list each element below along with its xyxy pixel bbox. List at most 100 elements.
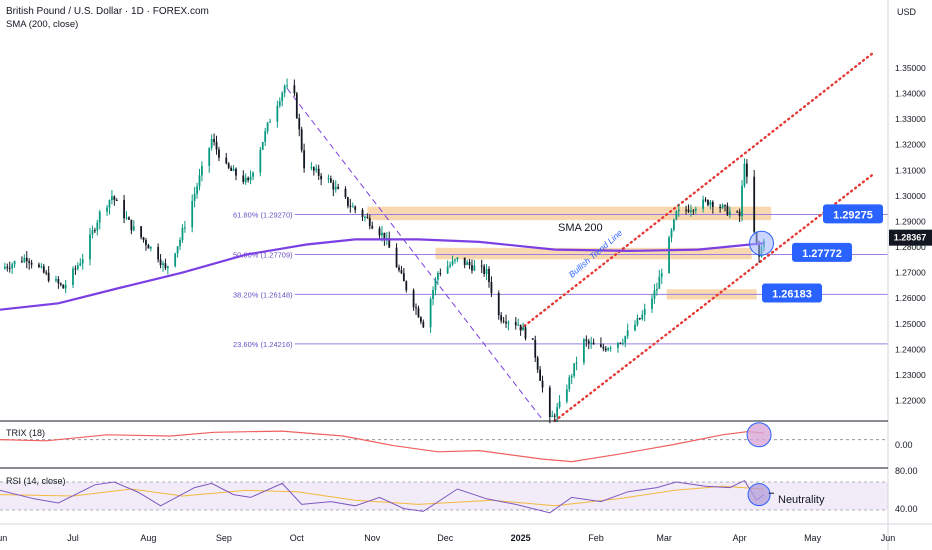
- candle-body: [673, 219, 675, 230]
- candle-body: [707, 200, 709, 206]
- candle-body: [668, 237, 670, 274]
- candle-body: [485, 268, 488, 274]
- candle-body: [719, 206, 722, 209]
- candle-body: [548, 387, 551, 417]
- trix-title: TRIX (18): [6, 428, 45, 438]
- candle-body: [449, 264, 451, 267]
- candle-body: [483, 266, 486, 274]
- candle-body: [690, 210, 692, 212]
- candle-body: [47, 272, 50, 281]
- candle-body: [371, 225, 374, 229]
- candle-body: [210, 139, 213, 148]
- candle-body: [585, 339, 588, 341]
- candle-body: [11, 264, 14, 269]
- candle-body: [609, 347, 612, 349]
- candle-body: [395, 247, 398, 268]
- candle-body: [23, 257, 26, 262]
- candle-body: [8, 267, 11, 269]
- candle-body: [381, 232, 383, 236]
- candle-body: [480, 265, 483, 267]
- trix-zero-tick: 0.00: [895, 440, 913, 450]
- candle-body: [13, 261, 16, 265]
- candle-body: [454, 259, 456, 261]
- candle-body: [269, 121, 271, 123]
- candle-body: [183, 227, 186, 229]
- rsi-band: [0, 482, 888, 510]
- candle-body: [62, 284, 65, 289]
- fib-label: 61.80% (1.29270): [233, 211, 293, 220]
- candle-body: [249, 176, 252, 181]
- candle-body: [162, 263, 164, 266]
- candle-body: [174, 253, 177, 267]
- candle-body: [278, 101, 281, 106]
- candle-body: [42, 266, 45, 273]
- y-tick-label: 1.27000: [895, 268, 926, 278]
- candle-body: [687, 209, 690, 212]
- y-tick-label: 1.22000: [895, 396, 926, 406]
- candle-body: [142, 237, 145, 241]
- candle-body: [25, 257, 28, 262]
- candle-body: [439, 272, 442, 274]
- candle-body: [536, 357, 539, 370]
- candlesticks: [3, 78, 765, 424]
- candle-body: [658, 276, 661, 289]
- x-tick-label: Sep: [216, 533, 232, 543]
- candle-body: [45, 272, 48, 274]
- y-tick-label: 1.31000: [895, 165, 926, 175]
- y-tick-label: 1.34000: [895, 89, 926, 99]
- x-tick-label: Feb: [588, 533, 604, 543]
- x-tick-label: 2025: [511, 533, 531, 543]
- candle-body: [286, 85, 288, 87]
- candle-body: [617, 342, 619, 348]
- candle-body: [573, 363, 576, 376]
- last-price-label: 1.28367: [894, 233, 927, 243]
- candle-body: [466, 262, 469, 265]
- candle-body: [660, 273, 663, 277]
- candle-body: [334, 186, 337, 190]
- candle-body: [711, 201, 714, 207]
- trend-line: [519, 51, 875, 331]
- candle-body: [364, 216, 366, 218]
- candle-body: [728, 211, 731, 216]
- candle-body: [106, 207, 108, 212]
- candle-body: [602, 346, 605, 349]
- candle-body: [398, 267, 400, 271]
- candle-body: [704, 199, 707, 201]
- candle-body: [468, 262, 471, 266]
- candle-body: [320, 175, 323, 180]
- sma-200-line: [0, 238, 765, 311]
- trend-line: [553, 172, 875, 423]
- candle-body: [295, 93, 298, 119]
- candle-body: [685, 209, 687, 211]
- candle-body: [473, 265, 476, 271]
- candle-body: [745, 163, 748, 177]
- candle-body: [125, 217, 128, 219]
- candle-body: [463, 257, 466, 265]
- price-highlight-circle: [748, 230, 774, 256]
- candle-body: [108, 199, 111, 208]
- candle-body: [522, 327, 524, 331]
- candle-body: [28, 261, 31, 263]
- candle-body: [259, 149, 262, 173]
- candle-body: [276, 105, 279, 122]
- candle-body: [724, 204, 726, 206]
- chart-title: British Pound / U.S. Dollar · 1D · FOREX…: [6, 6, 209, 17]
- candle-body: [89, 234, 91, 260]
- candle-body: [344, 188, 347, 198]
- y-tick-label: 1.24000: [895, 344, 926, 354]
- candle-body: [575, 362, 578, 364]
- candle-body: [558, 401, 561, 408]
- candle-body: [157, 246, 160, 260]
- candle-body: [159, 259, 162, 266]
- candle-body: [218, 149, 220, 158]
- candle-body: [626, 330, 629, 337]
- x-tick-label: Oct: [290, 533, 305, 543]
- candle-body: [531, 338, 534, 340]
- rsi-pane: [0, 479, 888, 514]
- candle-body: [317, 168, 320, 176]
- candle-body: [361, 209, 364, 218]
- candle-body: [310, 167, 313, 169]
- y-tick-label: 1.33000: [895, 114, 926, 124]
